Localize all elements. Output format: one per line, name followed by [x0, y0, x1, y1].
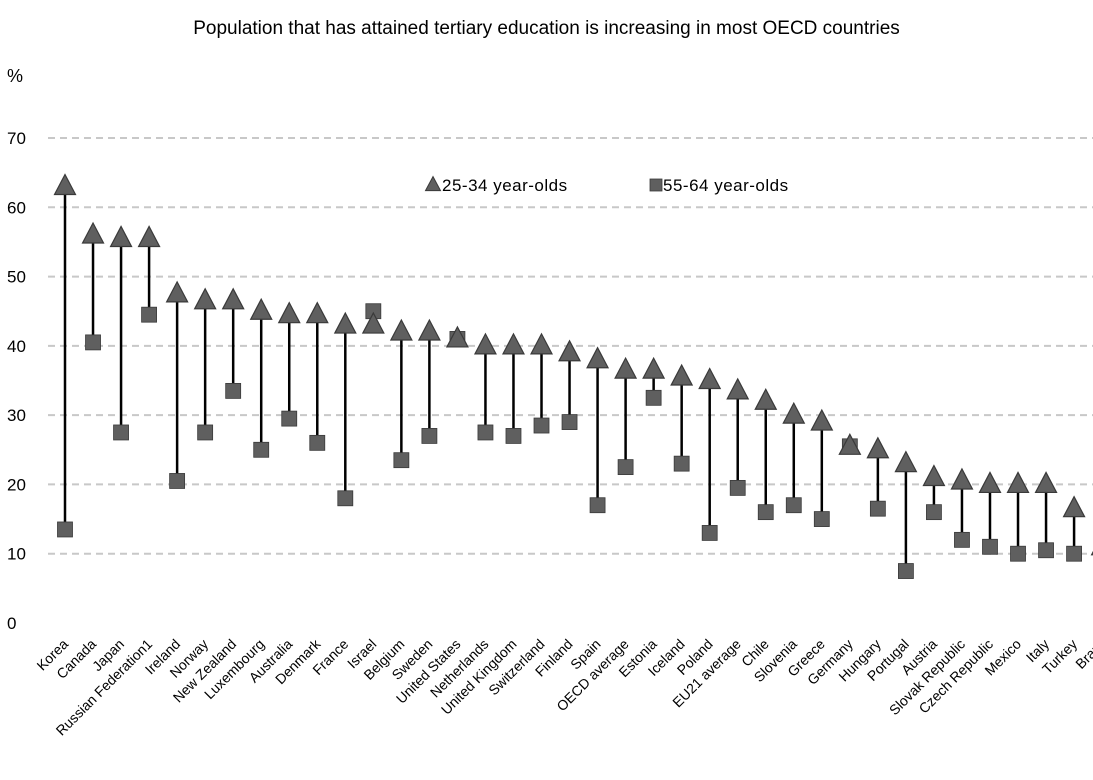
triangle-marker-greece [810, 408, 834, 431]
triangle-marker-chile [754, 387, 778, 410]
square-marker-australia [281, 410, 298, 427]
triangle-marker-new-zealand [221, 287, 245, 310]
series-55-64-markers [57, 303, 1082, 579]
square-marker-oecd-average [617, 459, 634, 476]
triangle-marker-russian-federation1 [137, 225, 161, 248]
triangle-marker-israel [361, 311, 385, 334]
square-marker-new-zealand [225, 382, 242, 399]
square-marker-slovenia [785, 497, 802, 514]
triangle-marker-poland [698, 367, 722, 390]
triangle-marker-portugal [894, 450, 918, 473]
triangle-marker-canada [81, 221, 105, 244]
square-marker-slovak-republic [954, 531, 970, 548]
legend-square-icon [649, 178, 663, 192]
triangle-marker-luxembourg [249, 297, 273, 320]
gridlines [48, 137, 1093, 555]
triangle-marker-denmark [305, 301, 329, 324]
square-marker-mexico [1010, 545, 1026, 562]
square-marker-japan [113, 424, 129, 441]
triangle-marker-austria [922, 464, 946, 487]
triangle-marker-finland [558, 339, 582, 362]
y-tick-label: 10 [7, 545, 26, 564]
triangle-marker-iceland [670, 363, 694, 386]
triangle-marker-eu21-average [726, 377, 750, 400]
square-marker-spain [589, 497, 606, 514]
square-marker-iceland [673, 455, 690, 472]
triangle-marker-korea [53, 173, 77, 196]
x-tick-label-brazil: Brazil [1072, 636, 1093, 672]
y-tick-label: 20 [7, 475, 26, 494]
y-axis-unit-label: % [7, 66, 24, 86]
triangle-marker-netherlands [473, 332, 497, 355]
triangle-marker-australia [277, 301, 301, 324]
triangle-marker-mexico [1006, 471, 1030, 494]
triangle-marker-hungary [866, 436, 890, 459]
square-marker-estonia [645, 389, 662, 406]
triangle-marker-norway [193, 287, 217, 310]
square-marker-norway [197, 424, 214, 441]
square-marker-greece [813, 511, 830, 527]
square-marker-portugal [898, 563, 914, 579]
triangle-marker-oecd-average [614, 356, 638, 379]
square-marker-russian-federation1 [141, 306, 157, 323]
triangle-marker-united-states [445, 325, 469, 348]
square-marker-hungary [869, 500, 886, 517]
square-marker-united-kingdom [505, 428, 522, 444]
square-marker-switzerland [533, 417, 550, 434]
triangle-marker-czech-republic [978, 471, 1002, 494]
square-marker-canada [85, 334, 101, 351]
y-tick-label: 40 [7, 337, 26, 356]
square-marker-sweden [421, 428, 438, 444]
square-marker-eu21-average [729, 479, 746, 496]
square-marker-austria [926, 504, 942, 521]
legend: 25-34 year-olds 55-64 year-olds [424, 175, 789, 195]
y-axis: 0 10 20 30 40 50 60 70 [7, 129, 26, 633]
square-marker-chile [757, 504, 774, 521]
triangle-marker-united-kingdom [501, 332, 525, 355]
legend-label-25-34: 25-34 year-olds [442, 176, 568, 195]
triangle-marker-italy [1034, 471, 1058, 494]
triangle-marker-switzerland [530, 332, 554, 355]
series-25-34-markers [53, 173, 1093, 556]
y-tick-label: 70 [7, 129, 26, 148]
square-marker-denmark [309, 434, 326, 451]
triangle-marker-germany [838, 433, 862, 455]
range-lines [63, 186, 1076, 572]
triangle-marker-france [333, 311, 357, 334]
square-marker-ireland [169, 473, 186, 489]
y-tick-label: 0 [7, 614, 16, 633]
y-tick-label: 60 [7, 198, 26, 217]
triangle-marker-japan [109, 225, 133, 248]
triangle-marker-belgium [389, 318, 413, 341]
triangle-marker-ireland [165, 280, 189, 303]
square-marker-france [337, 490, 354, 507]
y-tick-label: 30 [7, 406, 26, 425]
triangle-marker-spain [586, 346, 610, 369]
square-marker-belgium [393, 452, 410, 469]
triangle-marker-sweden [417, 318, 441, 341]
square-marker-czech-republic [982, 538, 998, 555]
triangle-marker-turkey [1062, 495, 1086, 518]
legend-label-55-64: 55-64 year-olds [663, 176, 789, 195]
square-marker-luxembourg [253, 441, 270, 458]
square-marker-finland [561, 414, 578, 430]
y-tick-label: 50 [7, 268, 26, 287]
triangle-marker-estonia [642, 356, 666, 379]
square-marker-korea [57, 521, 73, 538]
triangle-marker-slovak-republic [950, 467, 974, 490]
legend-triangle-icon [424, 175, 442, 192]
chart-title: Population that has attained tertiary ed… [193, 18, 900, 39]
square-marker-poland [701, 525, 718, 541]
square-marker-netherlands [477, 424, 494, 441]
square-marker-italy [1038, 542, 1054, 559]
triangle-marker-slovenia [782, 401, 806, 424]
square-marker-turkey [1066, 545, 1082, 562]
